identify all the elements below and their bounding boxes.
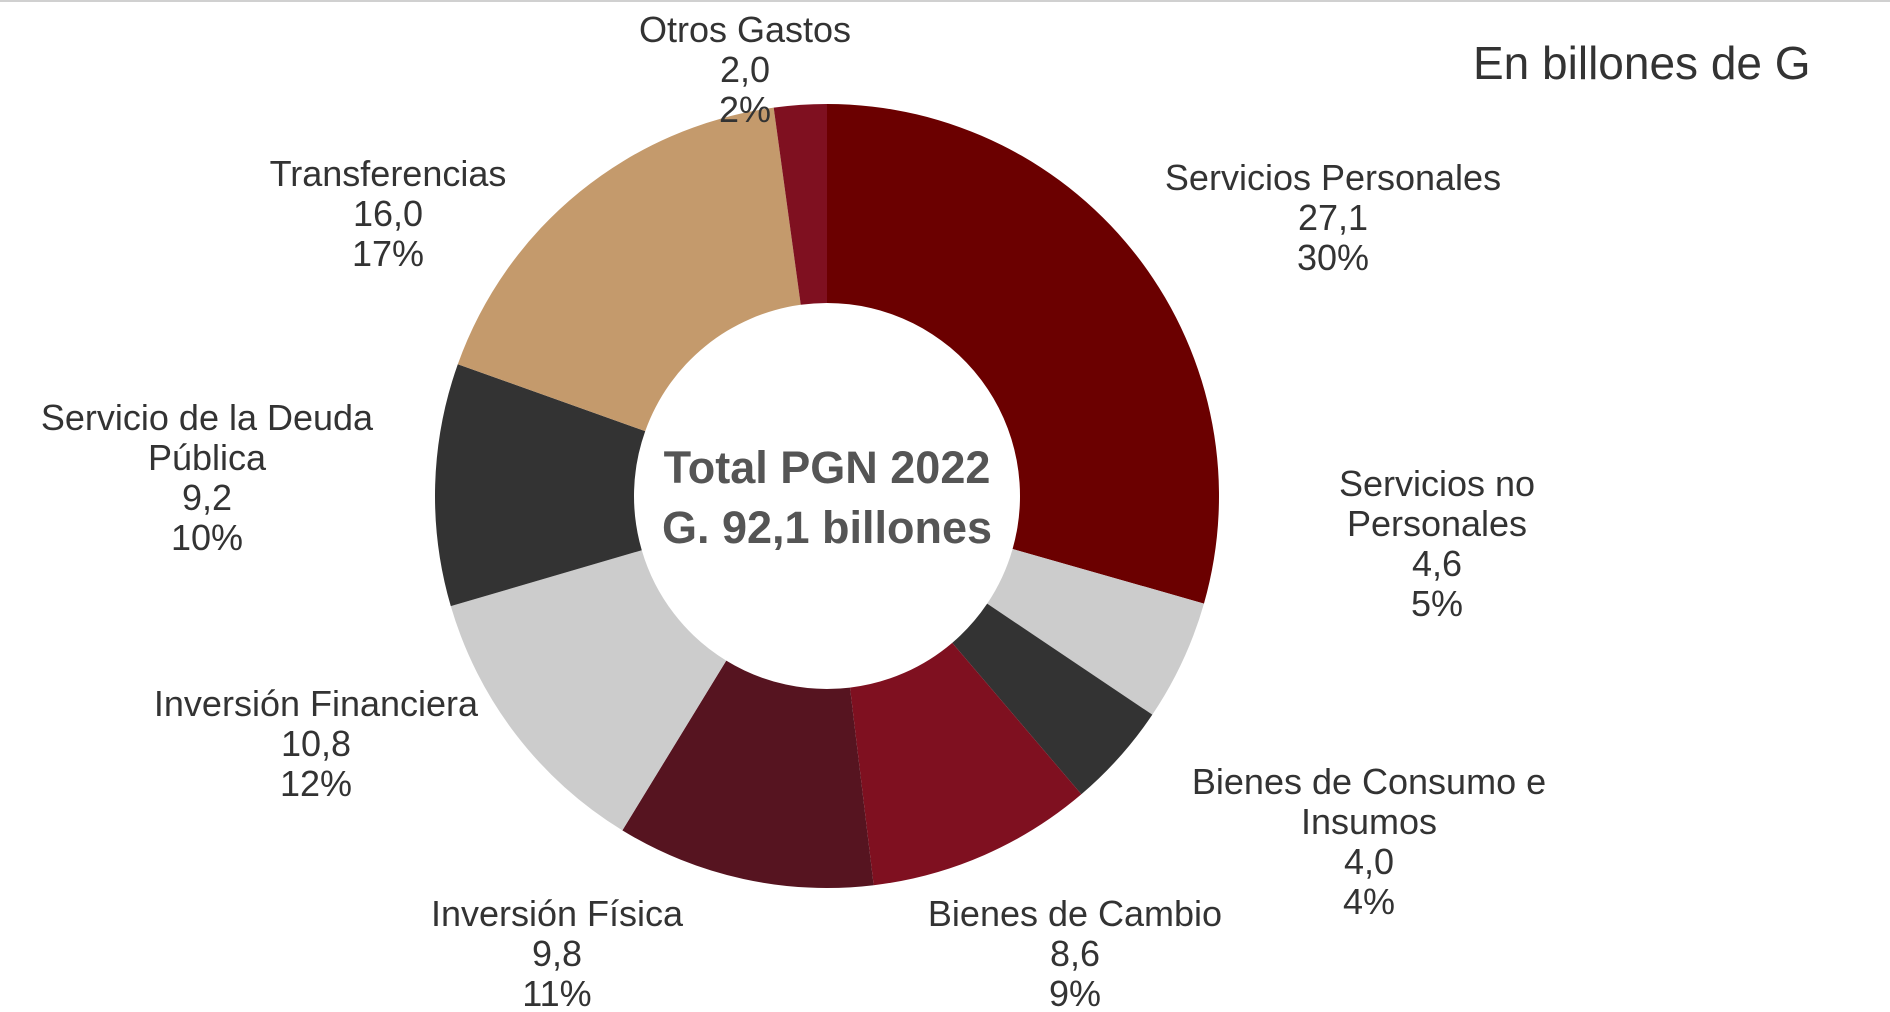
category-label: Servicios no Personales	[1338, 463, 1536, 544]
category-label: Inversión Física	[430, 893, 684, 934]
slice-label: Transferencias 16,0 17%	[138, 154, 638, 274]
donut-slice	[987, 548, 1204, 715]
slice-label: Otros Gastos 2,0 2%	[495, 10, 995, 130]
category-label: Bienes de Consumo e Insumos	[1191, 761, 1547, 842]
subtitle: En billones de G	[1473, 37, 1811, 89]
percent-label: 12%	[279, 763, 353, 804]
slice-label: Bienes de Consumo e Insumos 4,0 4%	[1159, 762, 1579, 922]
category-label: Bienes de Cambio	[927, 893, 1223, 934]
category-label: Otros Gastos	[638, 9, 852, 50]
slice-label: Inversión Física 9,8 11%	[307, 894, 807, 1012]
donut-slice	[773, 104, 827, 305]
category-label: Servicio de la Deuda Pública	[40, 397, 374, 478]
slice-label: Inversión Financiera 10,8 12%	[66, 684, 566, 804]
donut-slice	[435, 364, 646, 607]
value-label: 9,8	[531, 933, 583, 974]
donut-slice	[457, 107, 801, 432]
value-label: 8,6	[1049, 933, 1101, 974]
value-label: 4,6	[1411, 543, 1463, 584]
percent-label: 2%	[718, 89, 772, 130]
slice-label: Servicios no Personales 4,6 5%	[1307, 464, 1567, 624]
slice-label: Servicios Personales 27,1 30%	[1083, 158, 1583, 278]
value-label: 9,2	[181, 477, 233, 518]
donut-slice	[849, 642, 1082, 886]
donut-slice	[827, 104, 1220, 604]
donut-slice	[450, 550, 727, 831]
percent-label: 17%	[351, 233, 425, 274]
value-label: 16,0	[352, 193, 424, 234]
percent-label: 30%	[1296, 237, 1370, 278]
value-label: 10,8	[280, 723, 352, 764]
slice-label: Bienes de Cambio 8,6 9%	[825, 894, 1325, 1012]
center-text: Total PGN 2022	[663, 442, 991, 493]
percent-label: 11%	[522, 973, 592, 1012]
category-label: Transferencias	[269, 153, 507, 194]
donut-slice	[622, 660, 874, 888]
donut-slice	[952, 603, 1153, 795]
category-label: Inversión Financiera	[153, 683, 479, 724]
percent-label: 9%	[1048, 973, 1102, 1012]
value-label: 27,1	[1297, 197, 1369, 238]
percent-label: 5%	[1410, 583, 1464, 624]
center-text: G. 92,1 billones	[661, 502, 993, 553]
percent-label: 4%	[1342, 881, 1396, 922]
slice-label: Servicio de la Deuda Pública 9,2 10%	[7, 398, 407, 558]
category-label: Servicios Personales	[1164, 157, 1502, 198]
value-label: 2,0	[719, 49, 771, 90]
percent-label: 10%	[170, 517, 244, 558]
value-label: 4,0	[1343, 841, 1395, 882]
